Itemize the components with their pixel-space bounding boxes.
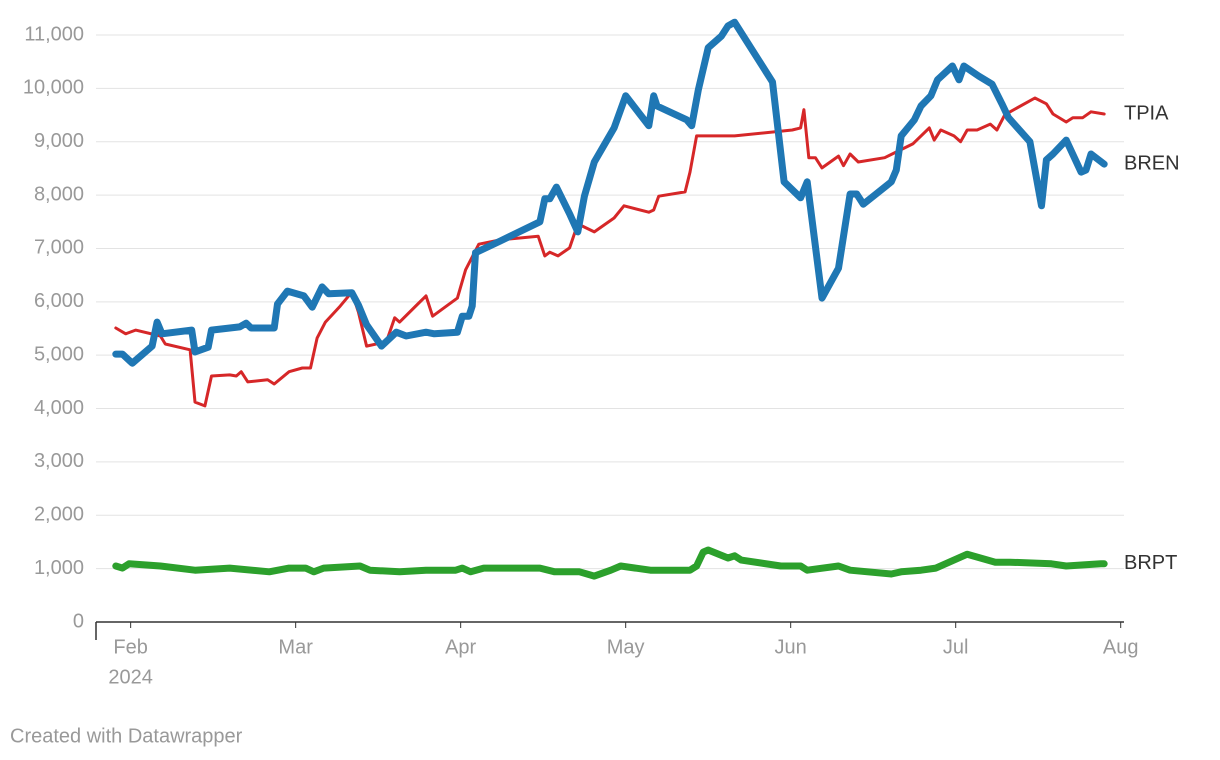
y-tick-label: 11,000 <box>24 23 84 45</box>
x-tick-label: Apr <box>445 636 476 658</box>
x-tick-label: Aug <box>1103 636 1139 658</box>
y-tick-label: 8,000 <box>34 183 84 205</box>
series-label: BRPT <box>1124 552 1177 574</box>
x-year-label: 2024 <box>108 666 153 688</box>
series-line <box>112 18 1108 367</box>
y-tick-label: 9,000 <box>34 130 84 152</box>
y-tick-label: 6,000 <box>34 290 84 312</box>
y-tick-label: 1,000 <box>34 557 84 579</box>
x-tick-label: May <box>607 636 645 658</box>
series-line <box>112 546 1108 580</box>
series-label: BREN <box>1124 152 1180 174</box>
y-tick-label: 4,000 <box>34 397 84 419</box>
footer: Created with Datawrapper <box>10 725 243 747</box>
x-tick-label: Feb <box>113 636 147 658</box>
y-tick-label: 10,000 <box>23 77 84 99</box>
y-tick-label: 5,000 <box>34 343 84 365</box>
y-tick-label: 7,000 <box>34 237 84 259</box>
y-tick-label: 2,000 <box>34 504 84 526</box>
y-tick-label: 0 <box>73 610 84 632</box>
y-tick-label: 3,000 <box>34 450 84 472</box>
x-tick-label: Jun <box>775 636 807 658</box>
series-line <box>114 96 1106 408</box>
series-label: TPIA <box>1124 102 1169 124</box>
x-tick-label: Jul <box>943 636 969 658</box>
x-tick-label: Mar <box>278 636 313 658</box>
